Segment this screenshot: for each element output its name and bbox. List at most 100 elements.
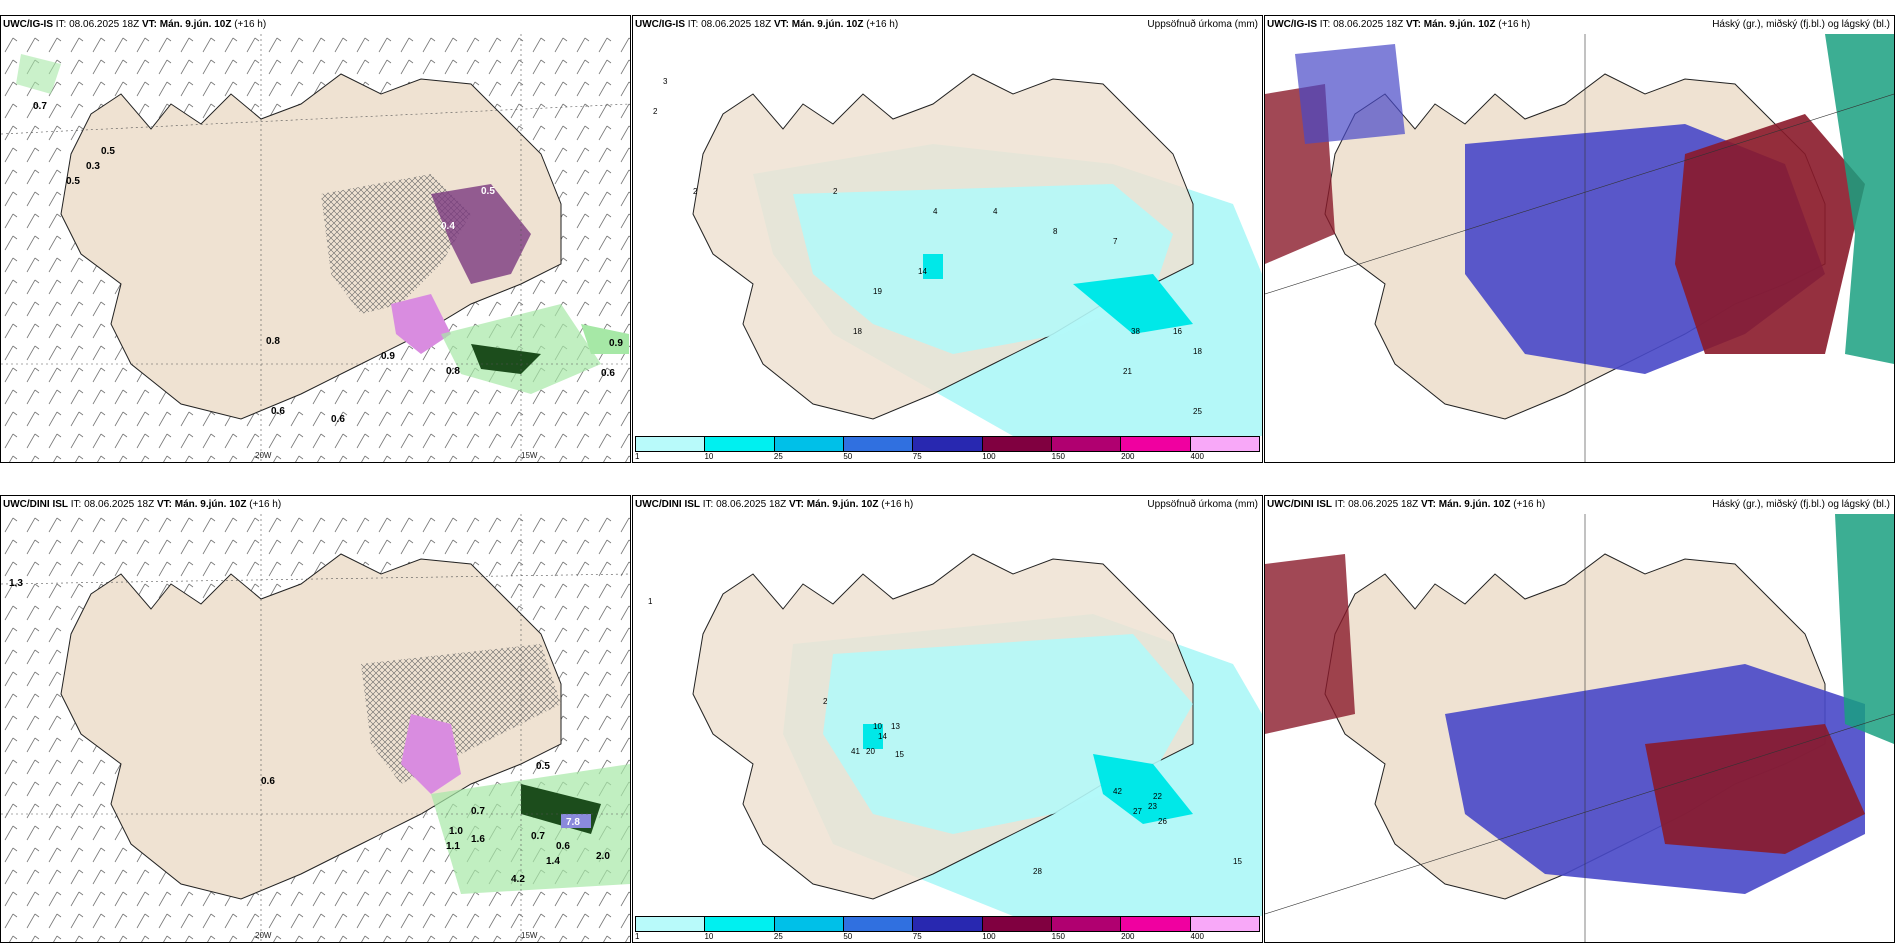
panel-header: UWC/DINI ISL IT: 08.06.2025 18Z VT: Mán.… bbox=[1267, 499, 1546, 510]
value-label: 0.7 bbox=[531, 831, 545, 842]
colorbar-tick: 25 bbox=[773, 452, 783, 461]
colorbar-tick: 25 bbox=[773, 932, 783, 941]
value-label: 0.6 bbox=[556, 841, 570, 852]
wind-map: 0.7 0.5 0.5 0.3 0.8 0.9 0.8 0.6 0.6 0.6 … bbox=[1, 34, 630, 462]
wind-map: 1.3 0.6 0.5 0.7 1.0 1.6 1.1 0.7 0.6 1.4 … bbox=[1, 514, 630, 942]
colorbar-tick: 75 bbox=[912, 932, 922, 941]
colorbar-swatch bbox=[913, 437, 983, 451]
value-label: 0.9 bbox=[609, 338, 623, 349]
value-label: 22 bbox=[1153, 792, 1162, 801]
value-label: 2 bbox=[833, 187, 838, 196]
colorbar-swatch bbox=[1121, 917, 1191, 931]
value-label: 0.6 bbox=[271, 406, 285, 417]
cloud-map bbox=[1265, 514, 1894, 942]
colorbar-tick: 10 bbox=[704, 452, 714, 461]
value-label: 15 bbox=[1233, 857, 1242, 866]
value-label: 0.4 bbox=[441, 221, 455, 232]
colorbar-tick: 1 bbox=[635, 932, 640, 941]
value-label: 1.4 bbox=[546, 856, 560, 867]
precip-darkgreen bbox=[471, 344, 541, 374]
value-label: 15 bbox=[895, 750, 904, 759]
precip-title: Uppsöfnuð úrkoma (mm) bbox=[1147, 499, 1258, 510]
value-label: 27 bbox=[1133, 807, 1142, 816]
panel-top-precip: UWC/IG-IS IT: 08.06.2025 18Z VT: Mán. 9.… bbox=[632, 15, 1263, 463]
value-label: 23 bbox=[1148, 802, 1157, 811]
value-label: 0.7 bbox=[33, 101, 47, 112]
panel-header: UWC/IG-IS IT: 08.06.2025 18Z VT: Mán. 9.… bbox=[3, 19, 267, 30]
value-label: 38 bbox=[1131, 327, 1140, 336]
value-label: 0.5 bbox=[481, 186, 495, 197]
colorbar-tick: 200 bbox=[1121, 452, 1135, 461]
cloud-title: Háský (gr.), miðský (fj.bl.) og lágský (… bbox=[1712, 499, 1890, 510]
colorbar-tick: 50 bbox=[843, 452, 853, 461]
value-label: 1.0 bbox=[449, 826, 463, 837]
value-label: 2.0 bbox=[596, 851, 610, 862]
value-label: 21 bbox=[1123, 367, 1132, 376]
lon-label-15w: 15W bbox=[521, 451, 538, 460]
cloud-teal bbox=[1835, 514, 1894, 744]
colorbar-swatch bbox=[913, 917, 983, 931]
value-label: 16 bbox=[1173, 327, 1182, 336]
panel-header: UWC/IG-IS IT: 08.06.2025 18Z VT: Mán. 9.… bbox=[1267, 19, 1531, 30]
value-label: 7 bbox=[1113, 237, 1118, 246]
colorbar-swatch bbox=[843, 917, 914, 931]
value-label: 18 bbox=[1193, 347, 1202, 356]
cloud-title: Háský (gr.), miðský (fj.bl.) og lágský (… bbox=[1712, 19, 1890, 30]
precip-green bbox=[431, 764, 630, 894]
colorbar-swatch bbox=[1190, 437, 1259, 451]
value-label: 14 bbox=[878, 732, 887, 741]
value-label: 1 bbox=[648, 597, 653, 606]
value-label: 10 bbox=[873, 722, 882, 731]
panel-top-wind: UWC/IG-IS IT: 08.06.2025 18Z VT: Mán. 9.… bbox=[0, 15, 631, 463]
colorbar-swatch bbox=[1121, 437, 1191, 451]
value-label: 14 bbox=[918, 267, 927, 276]
iceland-land bbox=[60, 553, 562, 900]
colorbar-swatch bbox=[705, 917, 775, 931]
value-label: 2 bbox=[823, 697, 828, 706]
value-label: 7.8 bbox=[566, 817, 580, 828]
lon-label-20w: 20W bbox=[255, 451, 272, 460]
colorbar-tick: 100 bbox=[982, 452, 996, 461]
value-label: 0.5 bbox=[101, 146, 115, 157]
colorbar-tick: 100 bbox=[982, 932, 996, 941]
colorbar: 1 10 25 50 75 100 150 200 400 bbox=[635, 436, 1260, 461]
value-label: 4 bbox=[993, 207, 998, 216]
precip-magenta bbox=[391, 294, 451, 354]
colorbar-swatch bbox=[636, 917, 706, 931]
lon-label-20w: 20W bbox=[255, 931, 272, 940]
colorbar-swatch bbox=[1051, 917, 1122, 931]
value-label: 2 bbox=[653, 107, 658, 116]
colorbar-tick: 10 bbox=[704, 932, 714, 941]
colorbar-swatch bbox=[774, 917, 844, 931]
value-label: 0.5 bbox=[536, 761, 550, 772]
colorbar-swatch bbox=[982, 437, 1052, 451]
value-label: 1.6 bbox=[471, 834, 485, 845]
colorbar-swatch bbox=[636, 437, 706, 451]
value-label: 26 bbox=[1158, 817, 1167, 826]
panel-top-cloud: UWC/IG-IS IT: 08.06.2025 18Z VT: Mán. 9.… bbox=[1264, 15, 1895, 463]
precip-map: 2 1 10 14 41 20 15 13 28 42 27 26 22 23 … bbox=[648, 553, 1262, 916]
colorbar-tick: 400 bbox=[1190, 452, 1204, 461]
cloud-map bbox=[1265, 34, 1894, 462]
precip-title: Uppsöfnuð úrkoma (mm) bbox=[1147, 19, 1258, 30]
colorbar: 1 10 25 50 75 100 150 200 400 bbox=[635, 916, 1260, 941]
colorbar-swatch bbox=[1051, 437, 1122, 451]
colorbar-swatch bbox=[774, 437, 844, 451]
lon-label-15w: 15W bbox=[521, 931, 538, 940]
value-label: 0.8 bbox=[446, 366, 460, 377]
colorbar-tick: 400 bbox=[1190, 932, 1204, 941]
colorbar-tick: 150 bbox=[1051, 452, 1066, 461]
value-label: 8 bbox=[1053, 227, 1058, 236]
colorbar-tick: 1 bbox=[635, 452, 640, 461]
precip-cyan-strong bbox=[1073, 274, 1193, 334]
value-label: 0.5 bbox=[66, 176, 80, 187]
iceland-land bbox=[60, 73, 562, 420]
precip-map: 3 2 2 2 4 4 8 7 19 14 18 38 16 18 21 25 bbox=[653, 73, 1262, 436]
value-label: 41 bbox=[851, 747, 860, 756]
value-label: 0.7 bbox=[471, 806, 485, 817]
value-label: 4 bbox=[933, 207, 938, 216]
precip-cyan-strong bbox=[1093, 754, 1193, 824]
value-label: 19 bbox=[873, 287, 882, 296]
value-label: 0.3 bbox=[86, 161, 100, 172]
value-label: 1.1 bbox=[446, 841, 460, 852]
